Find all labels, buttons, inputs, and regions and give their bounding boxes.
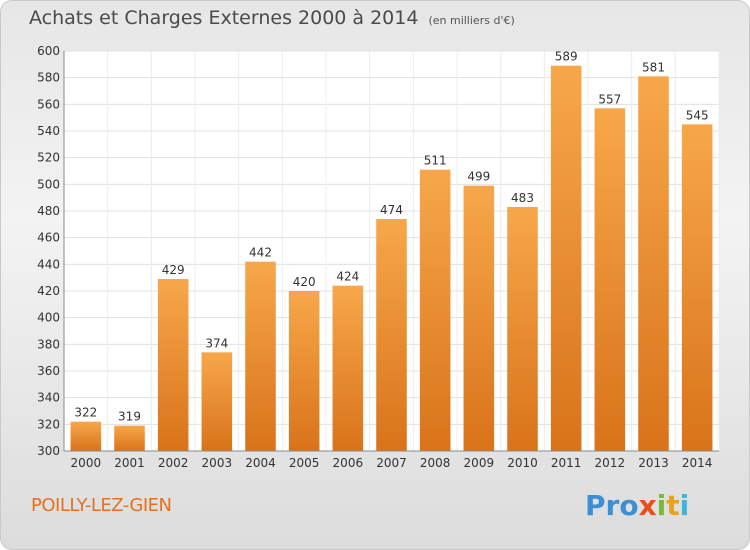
data-label: 581 — [642, 60, 665, 74]
x-tick-label: 2013 — [638, 456, 669, 470]
y-tick-label: 320 — [37, 417, 60, 431]
bar — [245, 261, 276, 451]
bar — [157, 279, 189, 451]
x-tick-label: 2004 — [245, 456, 276, 470]
x-tick-label: 2000 — [71, 456, 102, 470]
y-tick-label: 460 — [37, 231, 60, 245]
y-tick-label: 440 — [37, 257, 60, 271]
bar — [288, 291, 320, 451]
bar — [550, 65, 582, 452]
x-tick-label: 2012 — [595, 456, 626, 470]
bar — [681, 124, 713, 451]
logo-part: Pro — [585, 489, 639, 522]
y-tick-label: 340 — [37, 391, 60, 405]
bar — [507, 207, 538, 451]
x-tick-label: 2001 — [114, 456, 145, 470]
logo-part: i — [656, 489, 667, 522]
y-tick-label: 500 — [37, 177, 60, 191]
x-tick-label: 2005 — [289, 456, 320, 470]
commune-name: POILLY-LEZ-GIEN — [31, 495, 172, 516]
y-tick-label: 540 — [37, 124, 60, 138]
bar — [201, 352, 233, 451]
proxiti-logo: Proxiti — [585, 489, 689, 522]
x-tick-label: 2006 — [333, 456, 364, 470]
x-tick-label: 2002 — [158, 456, 189, 470]
x-tick-label: 2010 — [507, 456, 538, 470]
y-tick-label: 580 — [37, 71, 60, 85]
y-tick-label: 420 — [37, 284, 60, 298]
chart-title: Achats et Charges Externes 2000 à 2014 (e… — [29, 7, 515, 29]
bar — [463, 185, 495, 451]
x-tick-label: 2014 — [682, 456, 713, 470]
bar — [638, 76, 669, 451]
data-label: 511 — [424, 154, 447, 168]
x-tick-label: 2011 — [551, 456, 582, 470]
bar — [70, 421, 102, 451]
y-tick-label: 400 — [37, 311, 60, 325]
bar — [594, 108, 626, 451]
x-tick-label: 2003 — [202, 456, 233, 470]
data-label: 545 — [686, 108, 709, 122]
y-tick-label: 300 — [37, 444, 60, 458]
chart-title-text: Achats et Charges Externes 2000 à 2014 — [29, 7, 419, 29]
logo-part: i — [679, 489, 690, 522]
bar — [376, 219, 407, 451]
chart-subtitle: (en milliers d'€) — [428, 14, 515, 27]
x-tick-label: 2007 — [376, 456, 407, 470]
data-label: 374 — [205, 336, 228, 350]
y-tick-label: 520 — [37, 151, 60, 165]
bar — [332, 285, 364, 451]
logo-part: x — [638, 489, 657, 522]
data-label: 499 — [467, 170, 490, 184]
data-label: 424 — [336, 270, 359, 284]
data-label: 322 — [74, 406, 97, 420]
y-tick-label: 360 — [37, 364, 60, 378]
x-tick-label: 2008 — [420, 456, 451, 470]
x-tick-label: 2009 — [464, 456, 495, 470]
logo-part: t — [666, 489, 680, 522]
y-tick-label: 600 — [37, 44, 60, 58]
bar — [419, 169, 451, 451]
data-label: 442 — [249, 246, 272, 260]
data-label: 474 — [380, 203, 403, 217]
data-label: 429 — [162, 263, 185, 277]
y-tick-label: 560 — [37, 97, 60, 111]
y-tick-label: 380 — [37, 337, 60, 351]
data-label: 483 — [511, 191, 534, 205]
bar — [114, 425, 145, 451]
y-tick-label: 480 — [37, 204, 60, 218]
data-label: 589 — [555, 50, 578, 64]
data-label: 319 — [118, 410, 141, 424]
data-label: 557 — [598, 92, 621, 106]
data-label: 420 — [293, 275, 316, 289]
